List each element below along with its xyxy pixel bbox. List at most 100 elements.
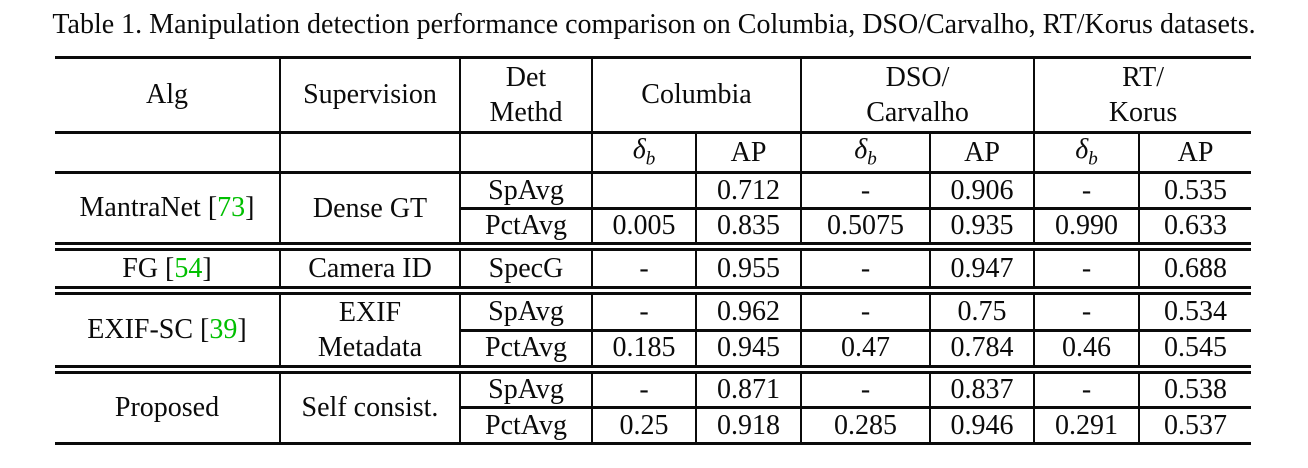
value-cell: - (591, 246, 696, 295)
value-cell: 0.25 (591, 407, 696, 445)
alg-name: EXIF-SC [ (87, 314, 210, 345)
bracket-close: ] (237, 314, 247, 345)
value-cell: 0.962 (694, 290, 802, 332)
value-cell: 0.784 (929, 330, 1035, 374)
value-cell: - (591, 369, 696, 409)
value-cell: 0.712 (694, 172, 802, 210)
row-exifsc-spavg: EXIF-SC [39] EXIF Metadata SpAvg - 0.962… (55, 290, 1252, 374)
value-cell: 0.990 (1033, 208, 1140, 251)
metric-delta-b-dso: δb (800, 132, 931, 174)
results-table: Alg Supervision Det Methd Columbia DSO/ … (55, 56, 1252, 445)
value-cell: - (1033, 369, 1140, 409)
metric-ap-columbia: AP (694, 132, 802, 174)
value-cell: 0.945 (694, 330, 802, 374)
delta-subscript: b (867, 148, 877, 170)
col-header-columbia: Columbia (590, 56, 802, 134)
alg-cell-fg: FG [54] (55, 246, 280, 295)
alg-cell-proposed: Proposed (55, 369, 280, 445)
alg-name: MantraNet [ (79, 192, 218, 223)
method-cell: SpecG (459, 246, 592, 295)
metric-ap-dso: AP (929, 132, 1035, 174)
supervision-line1: Dense GT (312, 192, 428, 224)
empty-cell (459, 132, 592, 174)
value-cell (591, 172, 696, 210)
rt-line2: Korus (1108, 97, 1178, 128)
dso-line2: Carvalho (866, 97, 969, 128)
row-mantranet-pctavg: PctAvg 0.005 0.835 0.5075 0.935 0.990 0.… (55, 208, 1252, 251)
method-cell: PctAvg (459, 330, 592, 374)
header-row-datasets: Alg Supervision Det Methd Columbia DSO/ … (55, 56, 1252, 134)
value-cell: - (1033, 172, 1140, 210)
delta-symbol: δ (632, 134, 646, 166)
value-cell: - (800, 290, 931, 332)
value-cell: 0.871 (694, 369, 802, 409)
supervision-cell: Dense GT (279, 172, 460, 251)
value-cell: 0.906 (929, 172, 1035, 210)
supervision-line2: Metadata (317, 332, 423, 363)
dso-line1: DSO/ (885, 62, 950, 93)
value-cell: 0.837 (929, 369, 1035, 409)
value-cell: 0.918 (694, 407, 802, 445)
bracket-close: ] (245, 192, 255, 223)
value-cell: 0.946 (929, 407, 1035, 445)
col-header-rt-korus: RT/ Korus (1033, 56, 1252, 134)
value-cell: 0.291 (1033, 407, 1140, 445)
rt-line1: RT/ (1122, 62, 1164, 93)
value-cell: 0.688 (1138, 246, 1252, 295)
delta-subscript: b (1088, 148, 1098, 170)
delta-symbol: δ (1075, 134, 1089, 166)
value-cell: 0.935 (929, 208, 1035, 251)
row-proposed-pctavg: PctAvg 0.25 0.918 0.285 0.946 0.291 0.53… (55, 407, 1252, 445)
alg-cell-mantranet: MantraNet [73] (55, 172, 280, 251)
value-cell: 0.535 (1138, 172, 1252, 210)
delta-symbol: δ (854, 134, 868, 166)
value-cell: 0.955 (694, 246, 802, 295)
value-cell: 0.545 (1138, 330, 1252, 374)
row-exifsc-pctavg: PctAvg 0.185 0.945 0.47 0.784 0.46 0.545 (55, 330, 1252, 374)
col-header-supervision: Supervision (279, 56, 460, 134)
value-cell: 0.5075 (800, 208, 931, 251)
method-cell: SpAvg (459, 172, 592, 210)
alg-cell-exifsc: EXIF-SC [39] (55, 290, 280, 374)
value-cell: - (800, 172, 931, 210)
value-cell: 0.75 (929, 290, 1035, 332)
value-cell: 0.538 (1138, 369, 1252, 409)
row-fg-specg: FG [54] Camera ID SpecG - 0.955 - 0.947 … (55, 246, 1252, 295)
method-cell: PctAvg (459, 208, 592, 251)
citation-link[interactable]: 39 (209, 314, 238, 345)
supervision-cell: EXIF Metadata (279, 290, 460, 374)
empty-cell (55, 132, 280, 174)
supervision-cell: Camera ID (279, 246, 460, 295)
value-cell: 0.947 (929, 246, 1035, 295)
metric-ap-rt: AP (1138, 132, 1252, 174)
value-cell: - (800, 246, 931, 295)
value-cell: 0.633 (1138, 208, 1252, 251)
citation-link[interactable]: 73 (217, 192, 246, 223)
value-cell: - (1033, 290, 1140, 332)
det-method-line1: Det (505, 62, 547, 93)
col-header-det-method: Det Methd (459, 56, 592, 134)
value-cell: 0.534 (1138, 290, 1252, 332)
value-cell: - (800, 369, 931, 409)
supervision-line1: EXIF (338, 297, 402, 328)
table-caption: Table 1. Manipulation detection performa… (52, 9, 1256, 40)
alg-name: FG [ (122, 252, 175, 284)
row-proposed-spavg: Proposed Self consist. SpAvg - 0.871 - 0… (55, 369, 1252, 445)
value-cell: 0.185 (591, 330, 696, 374)
col-header-dso-carvalho: DSO/ Carvalho (800, 56, 1035, 134)
metric-delta-b-columbia: δb (591, 132, 696, 174)
bracket-close: ] (202, 252, 212, 284)
row-mantranet-spavg: MantraNet [73] Dense GT SpAvg 0.712 - 0.… (55, 172, 1252, 251)
method-cell: SpAvg (459, 290, 592, 332)
value-cell: 0.285 (800, 407, 931, 445)
delta-subscript: b (645, 148, 656, 170)
value-cell: 0.46 (1033, 330, 1140, 374)
value-cell: - (1033, 246, 1140, 295)
alg-name: Proposed (114, 392, 220, 423)
header-row-metrics: δb AP δb AP δb AP (55, 132, 1252, 174)
empty-cell (279, 132, 460, 174)
value-cell: - (591, 290, 696, 332)
metric-delta-b-rt: δb (1033, 132, 1140, 174)
citation-link[interactable]: 54 (174, 252, 203, 284)
